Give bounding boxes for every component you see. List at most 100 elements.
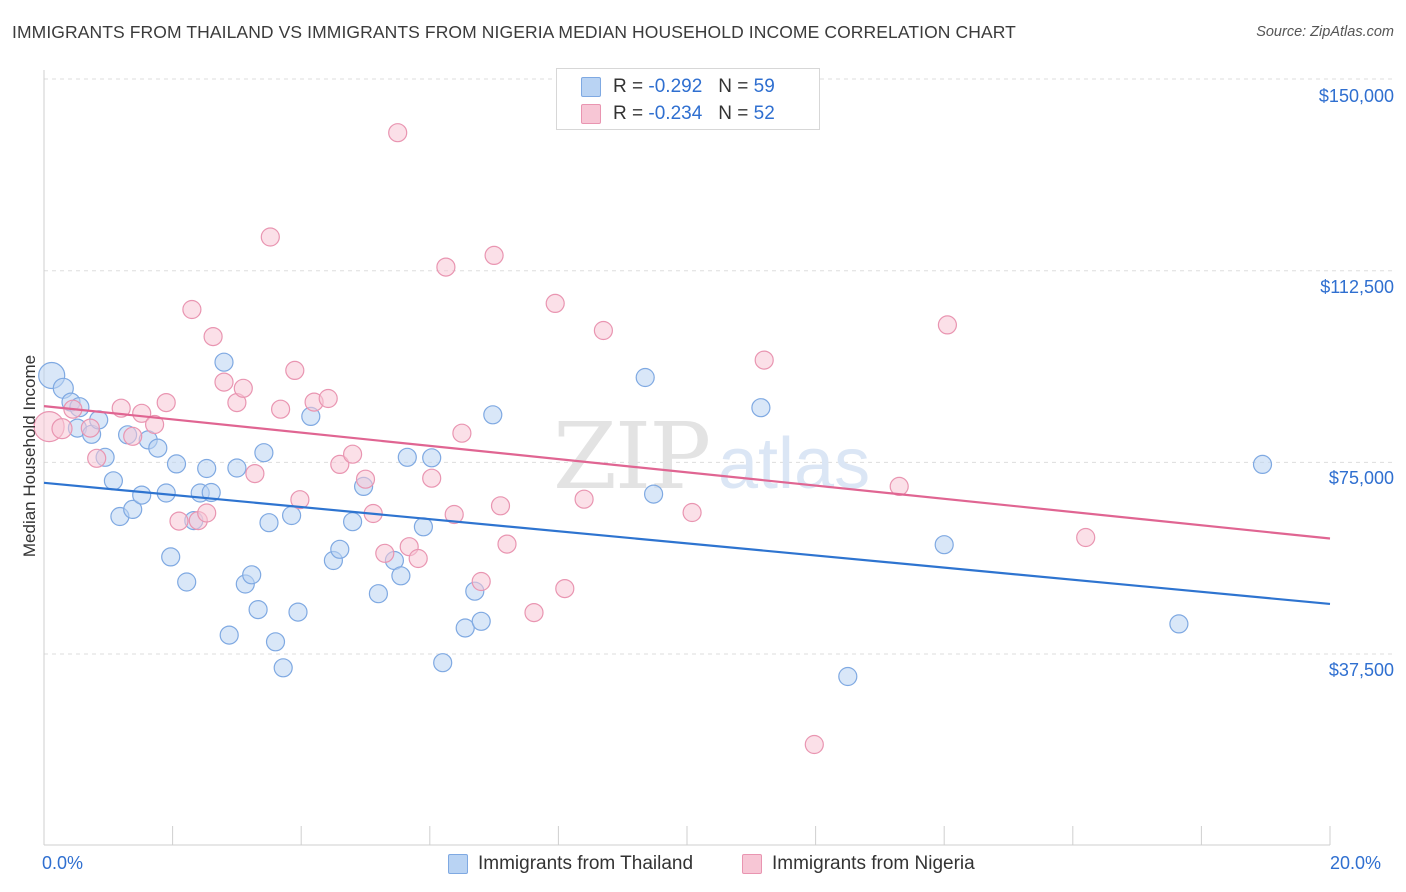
- thailand-point: [433, 653, 453, 673]
- legend-r-label: R =: [613, 76, 644, 97]
- thailand-point: [368, 584, 388, 604]
- series-nigeria-points: [33, 123, 1096, 755]
- nigeria-point: [182, 299, 202, 320]
- thailand-point: [254, 443, 274, 463]
- nigeria-point: [524, 602, 544, 623]
- nigeria-point: [233, 378, 253, 398]
- thailand-point: [132, 485, 152, 505]
- nigeria-point: [937, 315, 958, 335]
- nigeria-point: [214, 372, 234, 392]
- nigeria-point: [388, 123, 408, 143]
- nigeria-point: [375, 543, 395, 563]
- legend-n-label: N =: [718, 103, 749, 124]
- bottom-legend-nigeria: Immigrants from Nigeria: [742, 852, 975, 876]
- nigeria-point: [203, 327, 223, 347]
- y-tick-label: $150,000: [1318, 86, 1394, 106]
- legend-row-thailand: R = -0.292 N = 59: [581, 75, 775, 99]
- thailand-point: [103, 471, 124, 491]
- nigeria-point: [145, 414, 165, 435]
- thailand-point: [177, 572, 197, 592]
- bottom-legend-swatch-nigeria: [742, 854, 762, 874]
- x-tick-label-left: 0.0%: [42, 853, 84, 873]
- nigeria-point: [490, 496, 511, 516]
- nigeria-point: [436, 257, 456, 277]
- thailand-point: [635, 367, 655, 388]
- thailand-point: [197, 458, 217, 479]
- nigeria-point: [593, 320, 614, 341]
- legend-swatch-nigeria: [581, 104, 601, 124]
- correlation-legend: R = -0.292 N = 59 R = -0.234 N = 52: [556, 68, 820, 130]
- nigeria-point: [123, 426, 143, 446]
- nigeria-point: [754, 350, 774, 370]
- thailand-point: [838, 666, 858, 687]
- watermark: ZIP atlas: [553, 403, 870, 510]
- nigeria-point: [169, 511, 189, 531]
- nigeria-point: [804, 734, 824, 755]
- thailand-point: [1169, 614, 1189, 634]
- nigeria-point: [408, 548, 428, 569]
- thailand-point: [1252, 454, 1273, 474]
- thailand-point: [282, 505, 302, 526]
- chart-title: IMMIGRANTS FROM THAILAND VS IMMIGRANTS F…: [12, 22, 1016, 42]
- thailand-point: [148, 438, 168, 458]
- thailand-point: [483, 405, 503, 425]
- thailand-point: [934, 535, 954, 555]
- thailand-point: [265, 632, 286, 652]
- nigeria-point: [245, 464, 265, 484]
- legend-n-value-nigeria: 52: [753, 103, 775, 124]
- watermark-atlas: atlas: [718, 424, 870, 504]
- nigeria-point: [422, 468, 442, 488]
- bottom-legend-label-thailand: Immigrants from Thailand: [478, 853, 694, 874]
- bottom-legend-thailand: Immigrants from Thailand: [448, 852, 693, 876]
- legend-r-value-thailand: -0.292: [648, 76, 703, 97]
- thailand-point: [397, 447, 417, 467]
- y-tick-label: $75,000: [1328, 468, 1394, 488]
- thailand-point: [391, 566, 411, 586]
- legend-row-nigeria: R = -0.234 N = 52: [581, 102, 775, 126]
- nigeria-point: [271, 399, 291, 419]
- nigeria-point: [260, 227, 280, 247]
- y-tick-label: $37,500: [1328, 660, 1394, 680]
- thailand-point: [471, 611, 491, 631]
- thailand-point: [123, 499, 143, 519]
- thailand-point: [214, 352, 234, 372]
- x-tick-label-right: 20.0%: [1330, 853, 1382, 873]
- thailand-point: [166, 454, 187, 474]
- trend-line-thailand: [43, 481, 1331, 606]
- thailand-point: [413, 517, 433, 537]
- trend-line-nigeria: [43, 405, 1331, 540]
- nigeria-point: [355, 469, 376, 489]
- trend-lines: [43, 405, 1331, 606]
- nigeria-point: [290, 490, 310, 510]
- y-axis-label: Median Household Income: [20, 354, 39, 558]
- thailand-point: [227, 458, 247, 478]
- nigeria-point: [343, 444, 363, 464]
- nigeria-point: [555, 578, 575, 599]
- nigeria-point: [574, 489, 594, 509]
- nigeria-point: [471, 571, 491, 592]
- nigeria-point: [132, 403, 152, 423]
- thailand-point: [201, 482, 221, 503]
- legend-r-label: R =: [613, 103, 644, 124]
- thailand-point: [242, 565, 262, 585]
- nigeria-point: [889, 476, 909, 496]
- legend-r-value-nigeria: -0.234: [648, 103, 703, 124]
- thailand-point: [422, 448, 442, 468]
- nigeria-point: [285, 360, 305, 380]
- nigeria-point: [330, 454, 350, 474]
- nigeria-point: [197, 503, 217, 523]
- thailand-point: [161, 547, 181, 567]
- thailand-point: [751, 398, 771, 418]
- legend-n-value-thailand: 59: [753, 76, 775, 97]
- nigeria-point: [87, 448, 107, 468]
- axes: [43, 70, 1331, 846]
- thailand-point: [273, 658, 293, 678]
- nigeria-point: [80, 418, 100, 438]
- y-tick-label: $112,500: [1320, 277, 1394, 297]
- legend-swatch-thailand: [581, 77, 601, 97]
- nigeria-point: [484, 245, 504, 265]
- thailand-point: [455, 618, 475, 638]
- thailand-point: [219, 625, 239, 645]
- thailand-point: [259, 513, 279, 533]
